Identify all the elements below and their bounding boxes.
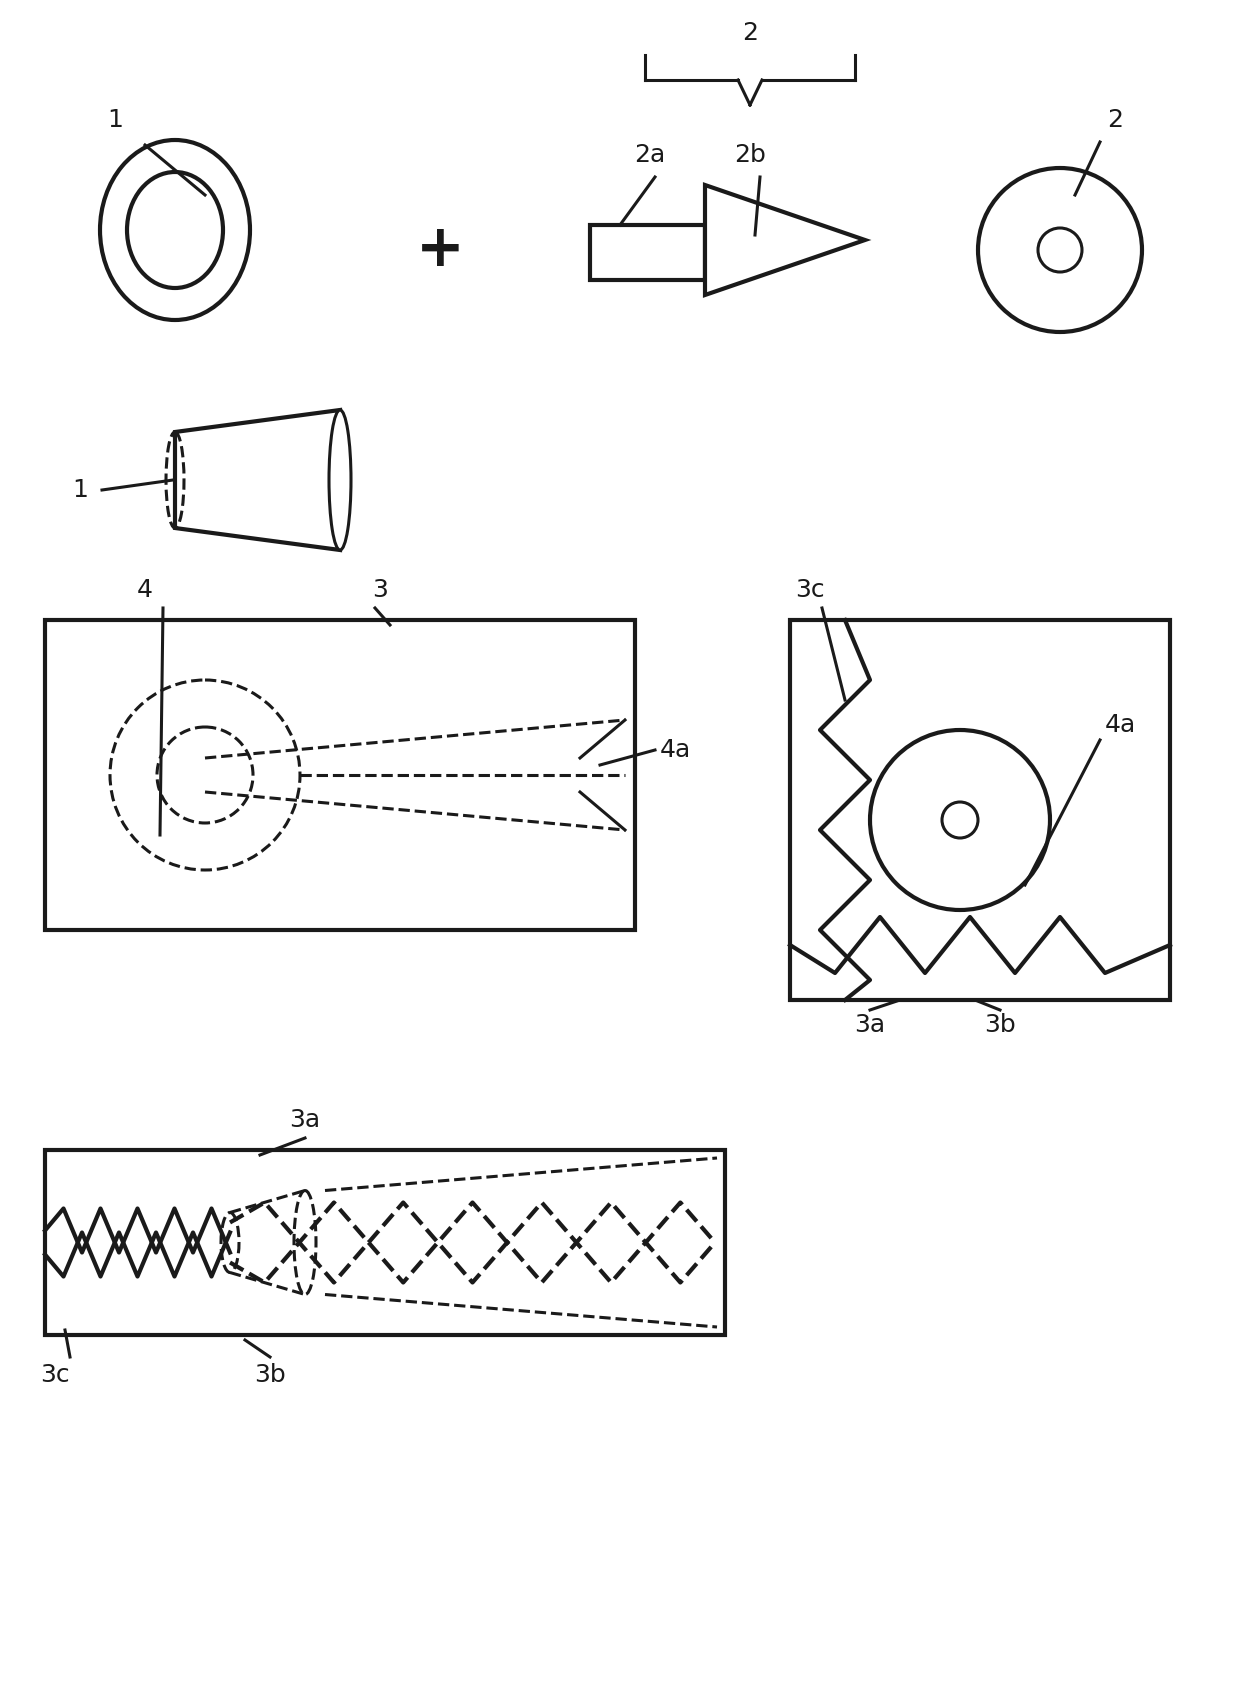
Ellipse shape: [100, 140, 250, 320]
Text: 2a: 2a: [635, 143, 666, 167]
Circle shape: [110, 679, 300, 870]
Text: 2: 2: [742, 20, 758, 44]
Polygon shape: [706, 186, 866, 295]
Bar: [45, 620, 635, 930]
Circle shape: [157, 727, 253, 823]
Text: 4a: 4a: [1105, 714, 1136, 737]
Text: 4: 4: [136, 577, 153, 601]
Text: 3b: 3b: [254, 1362, 286, 1386]
Bar: [790, 620, 1171, 1000]
Circle shape: [978, 169, 1142, 332]
Polygon shape: [175, 410, 340, 550]
Text: 3a: 3a: [854, 1013, 885, 1037]
Text: +: +: [415, 221, 464, 279]
Text: 3a: 3a: [289, 1109, 321, 1132]
Text: 3: 3: [372, 577, 388, 601]
Text: 1: 1: [107, 107, 123, 133]
Text: 3b: 3b: [985, 1013, 1016, 1037]
Text: 3c: 3c: [795, 577, 825, 601]
Circle shape: [942, 802, 978, 838]
Bar: [590, 225, 706, 279]
Text: 4a: 4a: [660, 737, 691, 761]
Text: 3c: 3c: [40, 1362, 69, 1386]
Circle shape: [1038, 228, 1083, 272]
Circle shape: [870, 731, 1050, 909]
Text: 2: 2: [1107, 107, 1123, 133]
Text: 1: 1: [72, 479, 88, 502]
Ellipse shape: [126, 172, 223, 288]
Bar: [45, 1150, 725, 1335]
Ellipse shape: [329, 410, 351, 550]
Text: 2b: 2b: [734, 143, 766, 167]
